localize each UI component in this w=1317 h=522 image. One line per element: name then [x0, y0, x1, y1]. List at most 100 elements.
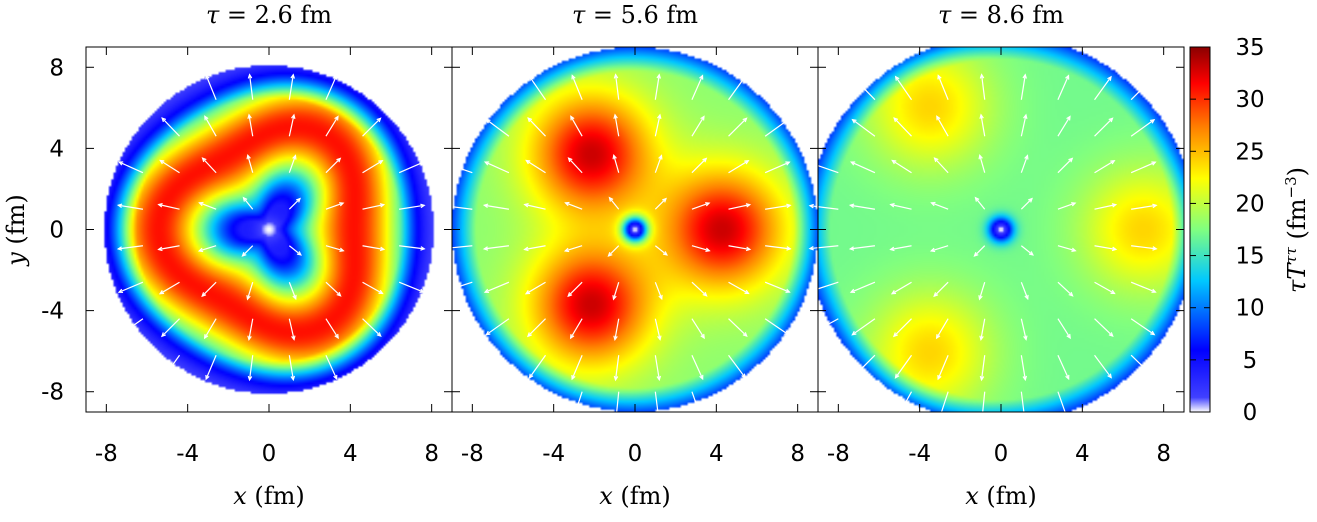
flow-arrow	[288, 318, 295, 340]
flow-arrow-head	[334, 333, 339, 340]
flow-arrow	[443, 245, 473, 250]
flow-arrow-head	[571, 374, 576, 381]
flow-arrow	[810, 281, 839, 292]
flow-arrow	[1094, 117, 1113, 137]
flow-arrow-head	[1068, 157, 1074, 163]
flow-arrow	[1020, 198, 1033, 210]
flow-arrow	[247, 155, 254, 173]
flow-arrow-head	[241, 251, 247, 257]
flow-arrow-head	[745, 246, 752, 252]
flow-arrow-head	[700, 115, 705, 121]
flow-arrow-head	[698, 415, 703, 421]
flow-arrow	[1057, 245, 1076, 252]
x-tick-label: 0	[628, 441, 643, 467]
flow-arrow-head	[378, 160, 384, 165]
flow-arrow-head	[527, 117, 533, 123]
flow-arrow-head	[786, 203, 792, 209]
flow-arrow	[691, 158, 707, 174]
x-tick-label: 8	[424, 441, 439, 467]
flow-arrow	[691, 281, 707, 297]
flow-arrow	[811, 318, 839, 335]
flow-arrow	[654, 155, 663, 173]
flow-arrow-head	[339, 247, 345, 252]
flow-arrow	[529, 76, 547, 101]
flow-arrow	[248, 318, 254, 340]
flow-arrow-head	[1107, 75, 1112, 81]
flow-arrow	[288, 245, 302, 256]
flow-arrow	[161, 318, 180, 337]
cb-label-unit-open: (fm	[1283, 198, 1311, 247]
flow-arrow-head	[571, 415, 577, 421]
flow-arrow-head	[296, 197, 301, 203]
flow-arrow-head	[810, 329, 816, 335]
flow-arrow-head	[929, 247, 936, 253]
flow-arrow	[1057, 202, 1076, 210]
flow-arrow-head	[973, 251, 979, 257]
flow-arrow	[853, 77, 876, 101]
heatmap-image-3	[818, 47, 1184, 412]
flow-arrow-head	[699, 74, 704, 80]
flow-arrow	[1057, 354, 1070, 380]
flow-arrow	[201, 281, 217, 297]
flow-arrow	[529, 354, 547, 379]
flow-arrow-head	[658, 294, 663, 301]
flow-arrow	[243, 197, 254, 210]
flow-arrow-head	[336, 157, 342, 163]
colorbar-ticks: 35 30 25 20 15 10 5 0	[1190, 35, 1265, 426]
flow-arrow-head	[1023, 113, 1028, 120]
flow-arrow	[288, 355, 294, 380]
flow-arrow	[895, 76, 913, 101]
flow-arrow	[1020, 355, 1026, 380]
flow-arrow-head	[1111, 246, 1118, 252]
velocity-arrows-1	[116, 73, 426, 382]
flow-arrow	[691, 354, 704, 380]
ticks-1: -8 -4 0 4 8 8 4 0 -4 -8	[41, 47, 452, 467]
flow-arrow	[980, 74, 986, 100]
flow-arrow	[288, 198, 301, 210]
flow-arrow	[288, 74, 294, 100]
flow-arrow	[728, 76, 746, 101]
flow-arrow-head	[246, 154, 251, 160]
flow-arrow	[1094, 204, 1116, 210]
flow-arrow	[248, 355, 254, 380]
flow-arrow-head	[292, 294, 297, 301]
flow-arrow-head	[247, 73, 253, 79]
flow-arrow-head	[571, 74, 576, 80]
flow-arrow	[1131, 204, 1157, 210]
flow-arrow	[565, 202, 583, 210]
flow-arrow	[614, 114, 620, 137]
flow-arrow-head	[848, 246, 855, 251]
flow-arrow-head	[116, 203, 123, 209]
title-eq-3: =	[951, 1, 986, 29]
flow-arrow-head	[741, 373, 746, 379]
flow-arrow	[936, 318, 949, 339]
flow-arrow-head	[741, 75, 746, 81]
flow-arrow	[246, 282, 254, 300]
flow-arrow-head	[849, 288, 856, 294]
flow-arrow	[1057, 318, 1071, 339]
flow-arrow	[890, 245, 912, 251]
flow-arrow-head	[485, 118, 491, 124]
flow-arrow	[399, 245, 425, 250]
flow-arrow-head	[1066, 115, 1071, 121]
flow-arrow-head	[296, 251, 302, 256]
flow-arrow	[362, 318, 382, 337]
flow-arrow	[728, 117, 747, 137]
flow-arrow-head	[157, 203, 163, 208]
flow-arrow	[728, 245, 751, 251]
flow-arrow	[1130, 77, 1154, 101]
flow-arrow	[288, 114, 295, 137]
flow-arrow-head	[893, 117, 899, 123]
flow-arrow	[654, 318, 661, 340]
flow-arrow	[1020, 114, 1027, 137]
flow-arrow	[325, 75, 338, 100]
flow-arrow	[248, 74, 254, 100]
flow-arrow	[120, 318, 144, 336]
flow-arrow	[728, 204, 750, 210]
flow-arrow	[484, 204, 510, 210]
flow-arrow	[850, 161, 876, 174]
colorbar-tick-label: 25	[1235, 139, 1264, 165]
flow-arrow	[691, 318, 705, 339]
flow-arrow	[248, 114, 254, 137]
flow-arrow	[118, 161, 144, 174]
